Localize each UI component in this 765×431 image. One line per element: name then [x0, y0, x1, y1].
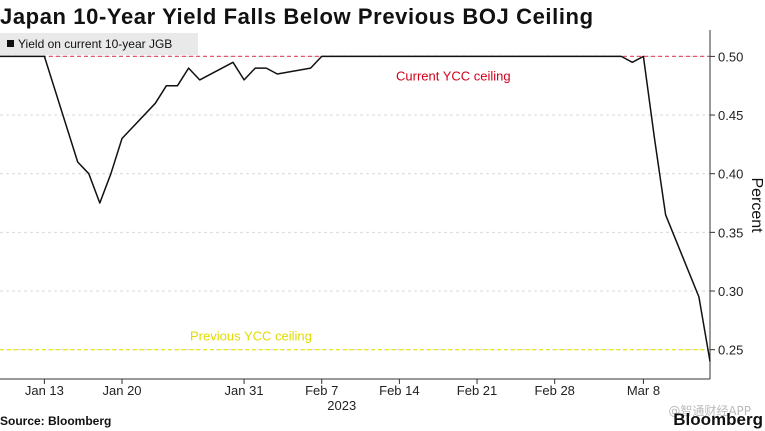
- data-point: [154, 102, 157, 105]
- chart-title: Japan 10-Year Yield Falls Below Previous…: [0, 4, 594, 29]
- data-point: [509, 55, 512, 58]
- data-point: [587, 55, 590, 58]
- data-point: [243, 78, 246, 81]
- y-axis-label: Percent: [748, 177, 765, 233]
- data-point: [464, 55, 467, 58]
- brand-logo: Bloomberg: [673, 410, 763, 429]
- legend: Yield on current 10-year JGB: [0, 33, 198, 55]
- source-note: Source: Bloomberg: [0, 414, 112, 428]
- data-point: [354, 55, 357, 58]
- data-point: [409, 55, 412, 58]
- legend-label: Yield on current 10-year JGB: [18, 37, 172, 51]
- y-tick-label: 0.35: [718, 225, 743, 240]
- data-point: [431, 55, 434, 58]
- data-point: [198, 78, 201, 81]
- data-point: [631, 61, 634, 64]
- data-point: [476, 55, 479, 58]
- data-point: [254, 67, 257, 70]
- data-point: [265, 67, 268, 70]
- data-point: [232, 61, 235, 64]
- data-point: [387, 55, 390, 58]
- year-label: 2023: [327, 398, 356, 413]
- x-tick-label: Feb 28: [534, 383, 574, 398]
- data-point: [87, 172, 90, 175]
- x-tick-label: Feb 7: [305, 383, 338, 398]
- data-point: [575, 55, 578, 58]
- x-tick-label: Jan 20: [103, 383, 142, 398]
- x-tick-label: Feb 21: [457, 383, 497, 398]
- ref-line-label: Current YCC ceiling: [396, 68, 511, 83]
- data-point: [697, 295, 700, 298]
- data-point: [342, 55, 345, 58]
- x-tick-label: Jan 13: [25, 383, 64, 398]
- data-point: [398, 55, 401, 58]
- data-point: [276, 73, 279, 76]
- data-point: [564, 55, 567, 58]
- data-point: [642, 55, 645, 58]
- data-point: [309, 67, 312, 70]
- watermark: @智通财经APP: [668, 404, 751, 418]
- data-point: [109, 172, 112, 175]
- series-layer: [0, 55, 712, 363]
- data-point: [43, 55, 46, 58]
- data-point: [331, 55, 334, 58]
- data-point: [487, 55, 490, 58]
- data-point: [542, 55, 545, 58]
- x-tick-label: Jan 31: [225, 383, 264, 398]
- ref-line-label: Previous YCC ceiling: [190, 329, 312, 344]
- y-tick-label: 0.45: [718, 108, 743, 123]
- data-point: [664, 213, 667, 216]
- x-tick-label: Mar 8: [627, 383, 660, 398]
- data-point: [620, 55, 623, 58]
- data-point: [10, 55, 13, 58]
- data-point: [121, 137, 124, 140]
- y-tick-label: 0.40: [718, 167, 743, 182]
- legend-box: [0, 33, 198, 55]
- data-point: [21, 55, 24, 58]
- legend-swatch: [7, 40, 14, 47]
- data-point: [0, 55, 2, 58]
- y-tick-label: 0.30: [718, 284, 743, 299]
- data-point: [653, 137, 656, 140]
- data-point: [165, 84, 168, 87]
- data-point: [709, 360, 712, 363]
- gridlines: [0, 55, 710, 351]
- y-tick-label: 0.25: [718, 343, 743, 358]
- data-point: [420, 55, 423, 58]
- axes: 0.25 0.30 0.35 0.40 0.45 0.50 Percent Jan 13 Jan…: [0, 30, 765, 413]
- series-line: [0, 55, 711, 362]
- reference-lines: Current YCC ceiling Previous YCC ceiling: [0, 55, 710, 351]
- data-point: [98, 202, 101, 205]
- y-tick-label: 0.50: [718, 49, 743, 64]
- x-tick-label: Feb 14: [379, 383, 419, 398]
- data-point: [320, 55, 323, 58]
- data-point: [32, 55, 35, 58]
- data-point: [553, 55, 556, 58]
- data-point: [187, 67, 190, 70]
- data-point: [76, 161, 79, 164]
- data-point: [176, 84, 179, 87]
